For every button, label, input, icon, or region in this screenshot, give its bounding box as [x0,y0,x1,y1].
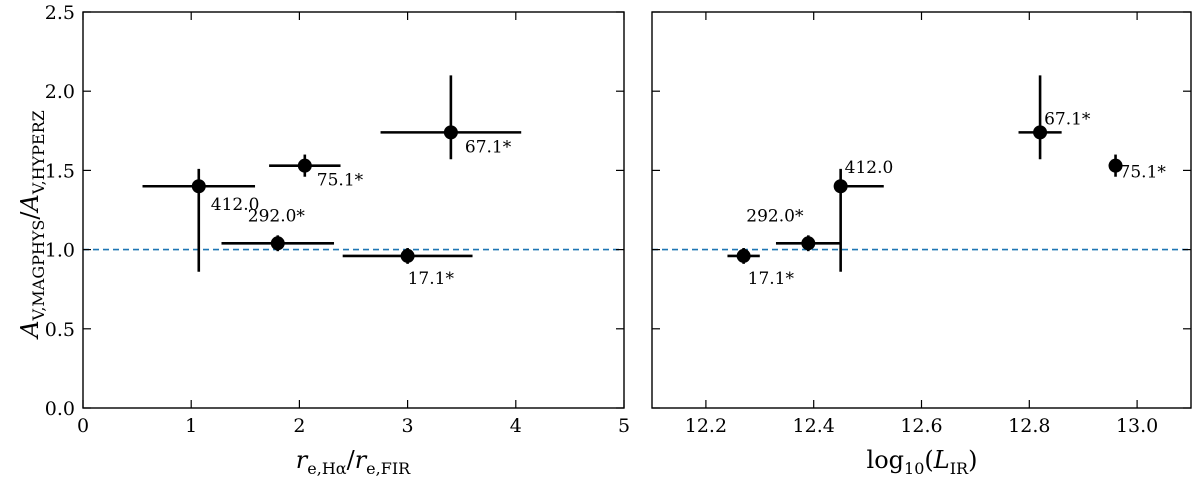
point-label: 75.1* [317,171,364,191]
data-point: 292.0* [746,206,841,252]
point-marker [400,248,415,263]
point-marker [443,125,458,140]
x-axis-title-right: log10(LIR) [867,446,978,478]
axes-frame [651,11,1192,409]
data-point: 412.0 [833,158,894,272]
x-tick-label: 5 [618,415,630,437]
y-tick-label: 2.0 [45,81,75,103]
x-tick-label: 2 [293,415,305,437]
point-marker [833,179,848,194]
x-tick-label: 13.0 [1116,415,1158,437]
data-point: 17.1* [727,248,794,289]
point-marker [736,248,751,263]
point-label: 292.0* [746,206,804,226]
x-tick-label: 12.6 [900,415,942,437]
y-tick-label: 1.0 [45,240,75,262]
x-tick-label: 0 [77,415,89,437]
point-label: 75.1* [1120,163,1167,183]
data-point: 292.0* [221,206,335,252]
right-panel: 17.1* 292.0* 412.0 67.1* 75.1* 12.2 12.4 12.6 12… [651,11,1192,437]
point-label: 67.1* [465,137,512,157]
x-tick-label: 12.4 [793,415,835,437]
point-label: 17.1* [408,269,455,289]
x-tick-label: 1 [185,415,197,437]
x-tick-label: 4 [510,415,522,437]
point-marker [270,236,285,251]
point-marker [297,158,312,173]
point-label: 67.1* [1044,109,1091,129]
y-axis-title: AV,MAGPHYS/AV,HYPERZ [16,110,48,340]
y-tick-label: 2.5 [45,2,75,24]
point-label: 292.0* [248,206,306,226]
x-axis-title-left: re,Hα/re,FIR [296,446,411,478]
left-panel: 412.0 75.1* 292.0* 17.1* 67.1* 0 1 2 3 4 5 0.0 0.5 1.… [45,2,630,437]
data-point: 67.1* [380,75,522,160]
data-point: 412.0 [142,168,260,272]
point-marker [801,236,816,251]
y-tick-label: 0.0 [45,398,75,420]
point-label: 412.0 [211,195,260,215]
x-tick-label: 3 [402,415,414,437]
data-point: 75.1* [1108,154,1167,183]
point-label: 412.0 [845,158,894,178]
y-tick-label: 0.5 [45,319,75,341]
point-marker [1033,125,1048,140]
x-tick-label: 12.8 [1008,415,1050,437]
y-tick-label: 1.5 [45,160,75,182]
data-point: 67.1* [1018,75,1091,160]
point-label: 17.1* [748,269,795,289]
point-marker [191,179,206,194]
point-marker [1108,158,1123,173]
data-point: 17.1* [342,248,473,289]
data-point: 75.1* [269,154,364,191]
axes-frame [82,11,625,409]
x-tick-label: 12.2 [685,415,727,437]
